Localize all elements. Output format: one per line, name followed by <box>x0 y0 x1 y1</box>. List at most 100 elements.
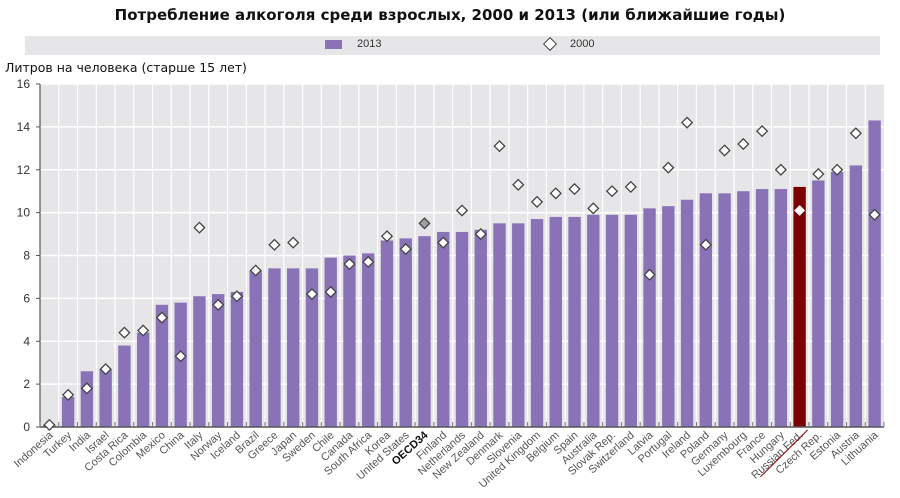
diamond-marker <box>43 418 56 431</box>
diamond-marker <box>662 161 675 174</box>
diamond-marker <box>568 182 581 196</box>
diamond-marker <box>399 242 412 256</box>
diamond-marker <box>699 238 712 251</box>
diamond-marker <box>305 287 319 301</box>
bar <box>737 191 750 427</box>
bar <box>155 304 169 427</box>
diamond-marker <box>624 180 637 194</box>
bar <box>343 255 356 427</box>
y-tick-label: 6 <box>23 291 30 305</box>
diamond-marker <box>324 285 337 299</box>
y-tick-label: 16 <box>17 77 31 91</box>
bar <box>512 223 525 427</box>
diamond-marker <box>774 163 787 176</box>
diamond-marker <box>493 140 506 153</box>
bar <box>680 199 694 427</box>
bar <box>755 189 769 427</box>
diamond-marker <box>62 388 75 401</box>
bar <box>399 238 412 427</box>
y-tick-label: 4 <box>23 334 30 348</box>
chart-title: Потребление алкоголя среди взрослых, 200… <box>114 6 786 24</box>
bar <box>568 216 581 427</box>
bar <box>80 371 94 427</box>
diamond-marker <box>193 221 206 234</box>
bar <box>830 171 844 427</box>
y-tick-label: 14 <box>17 120 31 134</box>
diamond-marker <box>512 178 525 191</box>
bar <box>362 253 375 427</box>
diamond-marker <box>474 227 487 241</box>
diamond-marker <box>380 230 394 243</box>
diamond-marker <box>737 137 750 151</box>
highlight-underline <box>760 429 808 478</box>
y-axis-label: Литров на человека (старше 15 лет) <box>5 60 247 75</box>
bar <box>380 240 394 427</box>
diamond-marker <box>212 298 225 311</box>
diamond-marker <box>155 311 169 324</box>
diamond-marker <box>530 195 544 209</box>
y-tick-label: 2 <box>23 377 30 391</box>
diamond-marker <box>287 236 300 249</box>
diamond-marker <box>830 163 844 176</box>
bar <box>136 332 150 427</box>
y-tick-label: 0 <box>23 420 30 434</box>
bar <box>324 257 337 427</box>
bar <box>530 219 544 427</box>
bar <box>287 268 300 427</box>
bar <box>118 345 131 427</box>
diamond-marker <box>230 290 244 303</box>
bar <box>587 214 600 427</box>
bar <box>418 236 431 427</box>
bar <box>624 214 637 427</box>
bar <box>662 206 675 427</box>
diamond-marker <box>549 187 562 200</box>
legend-item-2013: 2013 <box>325 38 381 50</box>
diamond-marker <box>174 350 187 363</box>
y-tick-label: 8 <box>23 249 30 263</box>
y-tick-label: 10 <box>17 206 31 220</box>
bar <box>868 120 881 427</box>
legend-item-2000: 2000 <box>542 36 595 52</box>
diamond-marker <box>343 257 356 271</box>
bar-highlight <box>793 186 806 427</box>
bar <box>774 189 788 427</box>
diamond-marker <box>118 326 131 339</box>
diamond-marker <box>794 204 806 217</box>
diamond-marker <box>643 268 656 281</box>
diamond-marker <box>80 382 94 395</box>
y-tick-label: 12 <box>17 163 31 177</box>
bar <box>305 268 319 427</box>
bar <box>849 165 863 427</box>
diamond-marker <box>680 116 694 129</box>
bar <box>249 270 262 427</box>
legend-label-2013: 2013 <box>357 38 382 50</box>
diamond-marker <box>755 125 769 138</box>
diamond-marker <box>362 255 375 269</box>
diamond-marker <box>418 217 431 230</box>
diamond-marker <box>605 185 619 198</box>
bar <box>718 193 731 427</box>
bar <box>549 216 562 427</box>
diamond-marker <box>455 204 469 217</box>
bar <box>99 369 112 427</box>
legend-label-2000: 2000 <box>570 38 595 50</box>
bar <box>812 180 825 427</box>
diamond-marker <box>718 144 731 157</box>
diamond-marker <box>812 167 825 181</box>
diamond-marker <box>587 202 600 215</box>
diamond-marker <box>249 264 262 277</box>
bar <box>605 214 619 427</box>
diamond-marker <box>268 238 281 251</box>
diamond-marker <box>437 236 450 249</box>
bar <box>230 291 244 427</box>
bar <box>437 231 450 427</box>
bar <box>493 223 506 427</box>
bar <box>643 208 656 427</box>
legend: 2013 2000 <box>25 36 880 55</box>
bar <box>699 193 713 427</box>
bar <box>174 302 187 427</box>
diamond-marker <box>137 324 150 337</box>
bar <box>211 294 225 427</box>
bar <box>474 229 487 427</box>
